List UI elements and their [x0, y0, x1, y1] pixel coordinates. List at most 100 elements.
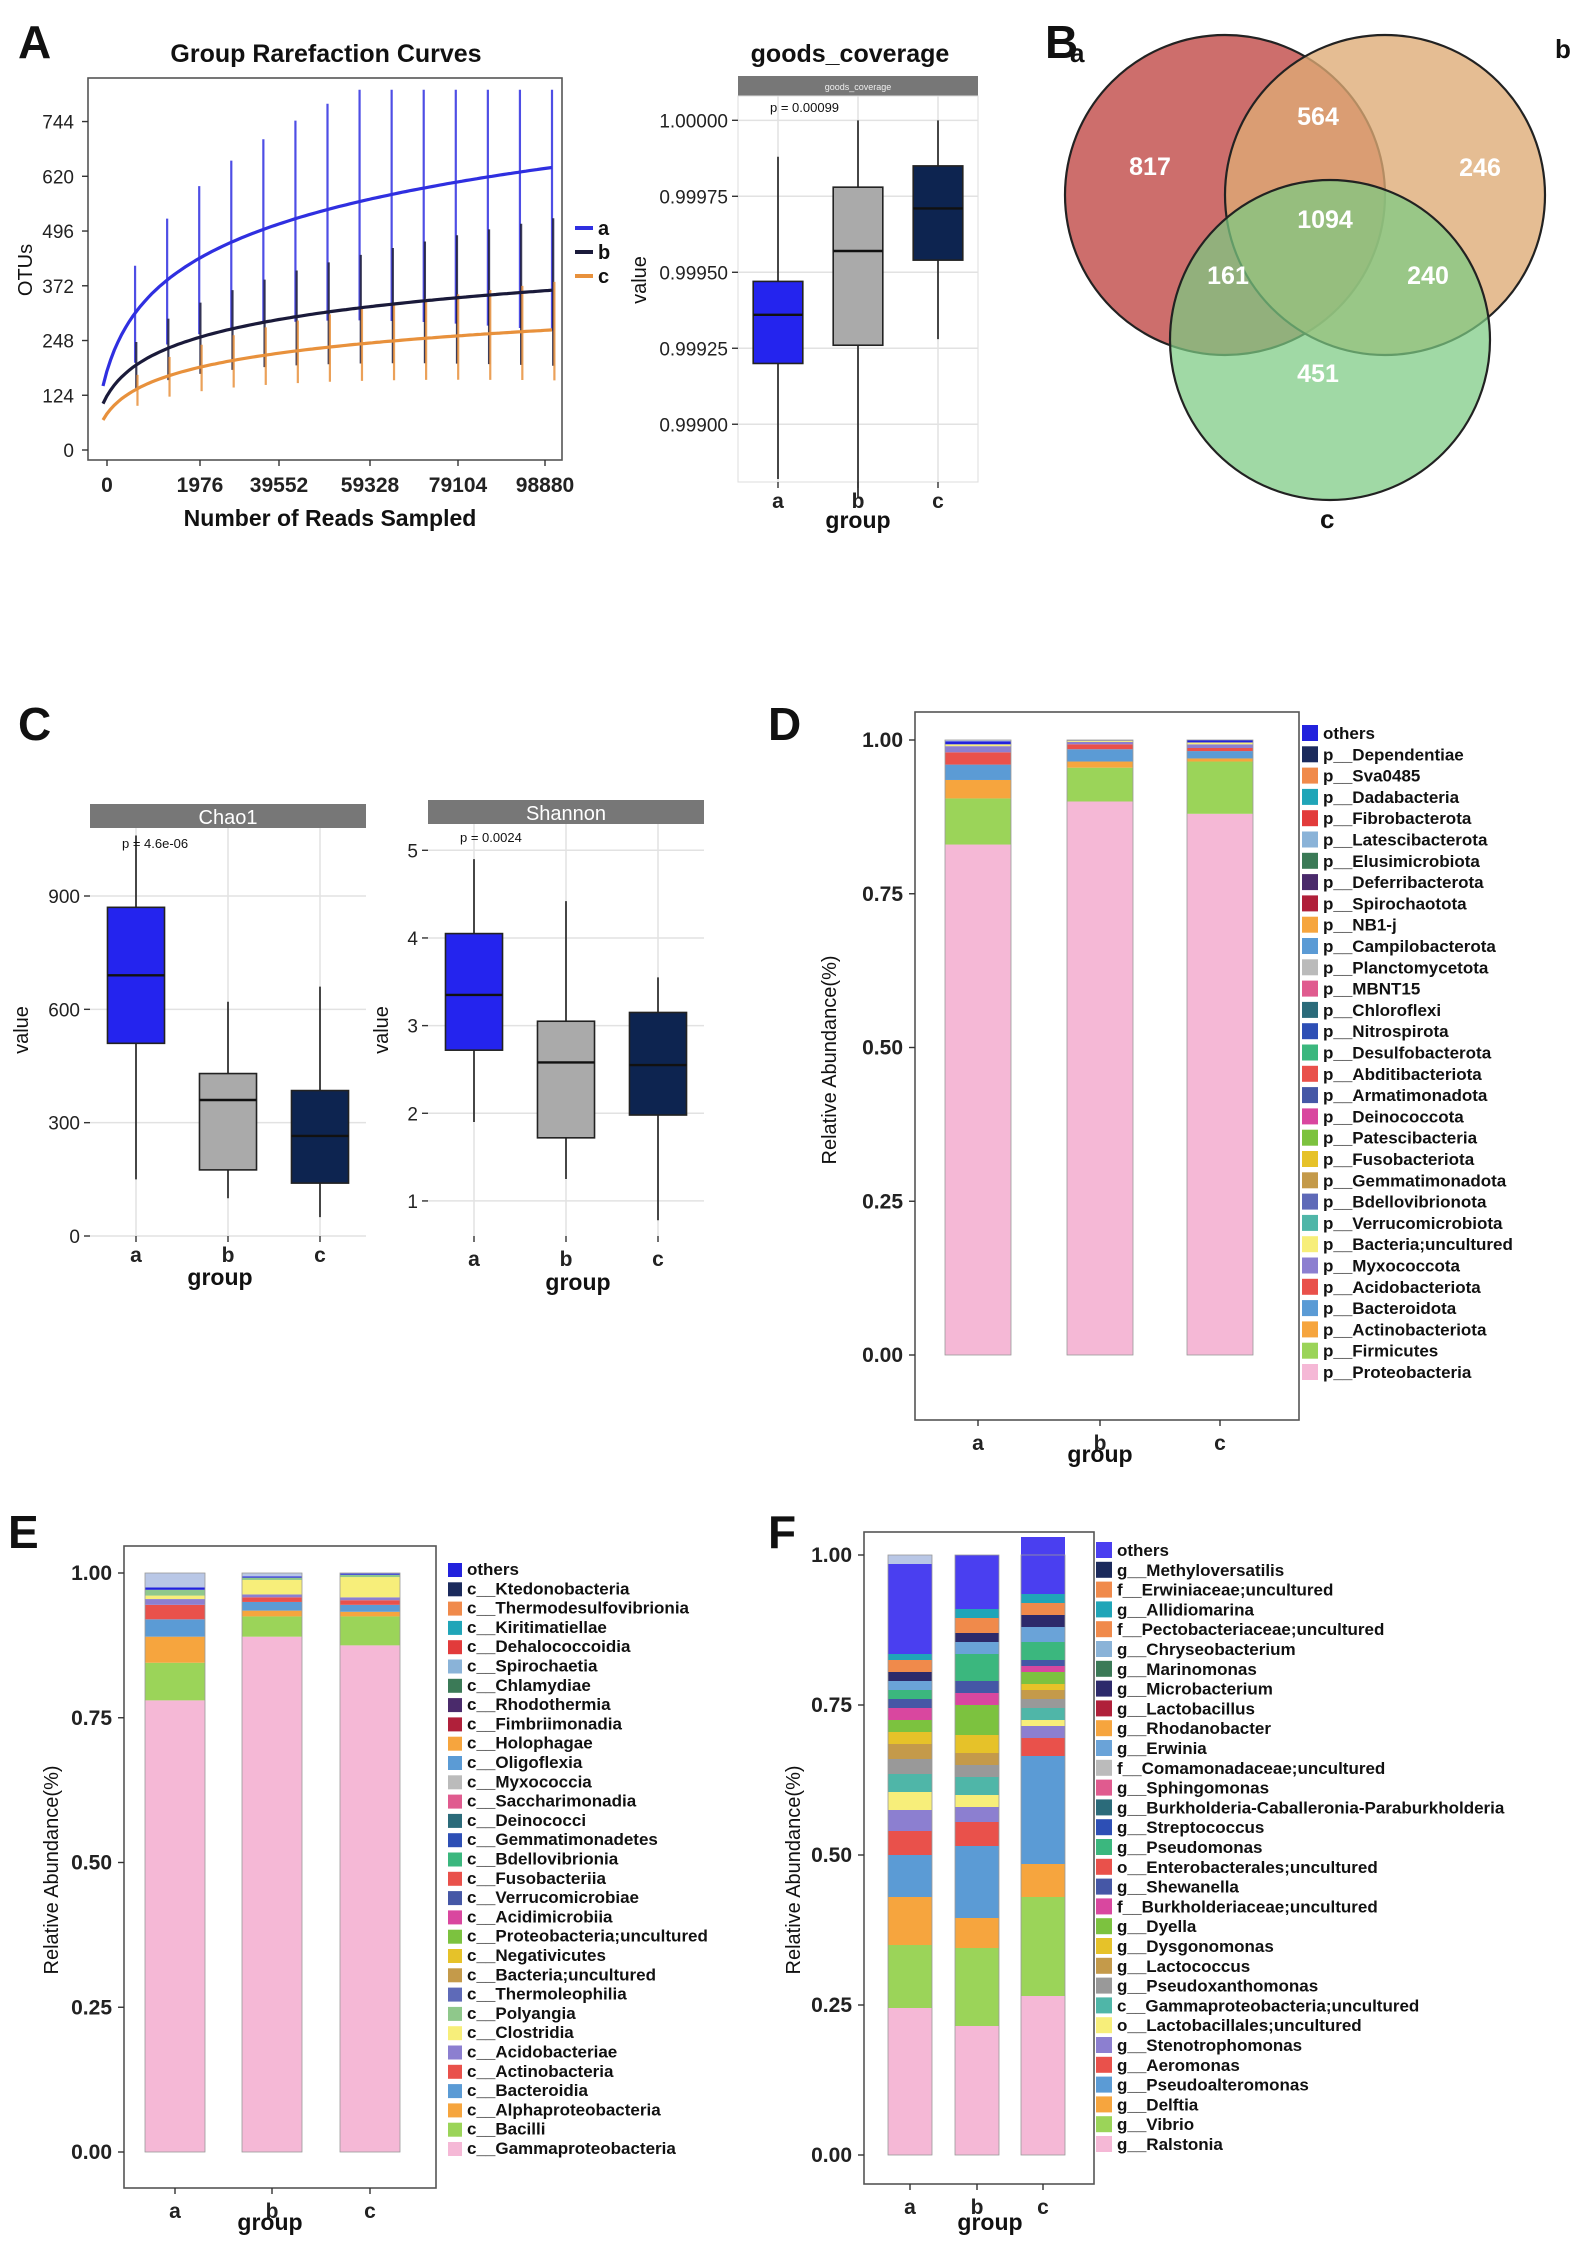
class-legend-label: c__Proteobacteria;uncultured [467, 1927, 708, 1946]
phylum-legend-label: p__Chloroflexi [1323, 1001, 1441, 1020]
class-legend-swatch [448, 2045, 462, 2060]
genus-legend-swatch [1096, 1660, 1112, 1677]
shannon-box-b [536, 1020, 596, 1139]
class-bar-a-segment [145, 1587, 205, 1590]
class-legend-swatch [448, 1852, 462, 1867]
genus-bar-c-segment [1021, 1738, 1065, 1756]
genus-legend-label: g__Vibrio [1117, 2115, 1194, 2134]
genus-bar-b-segment [955, 1777, 999, 1795]
genus-bar-c-segment [1021, 1720, 1065, 1726]
phylum-bar-c-segment [1187, 742, 1253, 745]
genus-legend-label: g__Streptococcus [1117, 1818, 1264, 1837]
genus-legend-label: g__Stenotrophomonas [1117, 2036, 1302, 2055]
genus-legend-label: g__Lactococcus [1117, 1957, 1250, 1976]
class-legend-swatch [448, 2122, 462, 2137]
genus-bar-c-segment [1021, 1756, 1065, 1864]
genus-bar-b-segment [955, 1846, 999, 1918]
genus-xlabel: group [957, 2209, 1022, 2235]
class-legend-swatch [448, 2026, 462, 2041]
phylum-ytick-label: 1.00 [862, 729, 903, 752]
genus-legend-label: g__Dyella [1117, 1917, 1197, 1936]
genus-legend-label: g__Rhodanobacter [1117, 1719, 1271, 1738]
genus-bar-a-segment [888, 1945, 932, 2008]
phylum-bar-c-segment [1187, 747, 1253, 752]
genus-legend-label: g__Methyloversatilis [1117, 1561, 1284, 1580]
class-legend-label: c__Thermoleophilia [467, 1985, 627, 2004]
rarefaction-xtick-label: 98880 [516, 474, 574, 497]
genus-legend-label: c__Gammaproteobacteria;uncultured [1117, 1996, 1419, 2015]
goods-coverage-chart: goods_coverage goods_coverage 0.99900 0.9… [629, 40, 979, 533]
class-xtick-label: b [266, 2200, 279, 2223]
goods-pvalue: p = 0.00099 [770, 100, 839, 115]
genus-legend-swatch [1096, 1898, 1112, 1915]
genus-legend-label: g__Pseudoalteromonas [1117, 2076, 1309, 2095]
genus-ytick-label: 0.75 [811, 1694, 852, 1717]
class-legend-label: c__Chlamydiae [467, 1676, 591, 1695]
class-legend-swatch [448, 1698, 462, 1713]
phylum-bar-c-outline [1186, 739, 1254, 1356]
class-legend-swatch [448, 1968, 462, 1983]
phylum-legend-label: p__Armatimonadota [1323, 1086, 1488, 1105]
genus-legend-label: o__Enterobacterales;uncultured [1117, 1858, 1378, 1877]
genus-bar-b-segment [955, 1633, 999, 1642]
goods-xtick-label: a [772, 490, 784, 513]
class-legend-label: c__Fusobacteriia [467, 1869, 606, 1888]
goods-ytick-label: 0.99950 [659, 263, 728, 284]
phylum-legend-swatch [1302, 852, 1318, 869]
genus-legend-swatch [1096, 1918, 1112, 1935]
genus-bar-c-segment [1021, 1603, 1065, 1615]
phylum-bar-b-segment [1067, 801, 1133, 1355]
class-legend-label: c__Bdellovibrionia [467, 1850, 619, 1869]
phylum-bar-a-segment [945, 752, 1011, 765]
class-bar-c-segment [340, 1611, 400, 1617]
rarefaction-curve-a [101, 165, 553, 387]
class-legend-label: c__Alphaproteobacteria [467, 2100, 661, 2119]
class-bar-c-segment [340, 1577, 400, 1598]
genus-legend-label: g__Erwinia [1117, 1739, 1207, 1758]
genus-bar-a-segment [888, 1810, 932, 1831]
genus-legend-label: f__Burkholderiaceae;uncultured [1117, 1897, 1378, 1916]
rarefaction-ytick-label: 620 [42, 167, 74, 188]
genus-legend-label: g__Microbacterium [1117, 1680, 1273, 1699]
class-xtick-label: a [169, 2200, 181, 2223]
phylum-legend-swatch [1302, 767, 1318, 784]
phylum-legend-swatch [1302, 1214, 1318, 1231]
phylum-legend-label: p__Campilobacterota [1323, 937, 1496, 956]
phylum-bar-b-segment [1067, 744, 1133, 750]
genus-legend-label: g__Allidiomarina [1117, 1600, 1255, 1619]
genus-stacked-bar-chart: 0.00 0.25 0.50 0.75 1.00 a b c group Relative A… [783, 1531, 1505, 2235]
phylum-legend-swatch [1302, 1108, 1318, 1125]
goods-strip-label: goods_coverage [825, 82, 892, 92]
class-legend-label: c__Polyangia [467, 2004, 576, 2023]
genus-legend-swatch [1096, 1561, 1112, 1578]
class-legend-swatch [448, 1736, 462, 1751]
phylum-bar-a-segment [945, 741, 1011, 745]
class-ytick-label: 0.75 [71, 1707, 112, 1730]
venn-count-b-only: 246 [1459, 154, 1501, 182]
phylum-xtick-label: a [972, 1432, 984, 1455]
chao1-xtick-label: b [222, 1244, 235, 1267]
phylum-legend-swatch [1302, 725, 1318, 741]
rarefaction-xtick-label: 0 [101, 474, 113, 497]
genus-bar-a-segment [888, 1654, 932, 1660]
phylum-ytick-label: 0.25 [862, 1190, 903, 1213]
venn-count-abc: 1094 [1297, 206, 1353, 234]
goods-xtick-label: c [932, 490, 944, 513]
genus-bar-b-segment [955, 1618, 999, 1633]
genus-bar-a-segment [888, 2008, 932, 2155]
phylum-legend-label: p__Firmicutes [1323, 1342, 1438, 1361]
class-legend-swatch [448, 1756, 462, 1770]
genus-bar-c-segment [1021, 1627, 1065, 1642]
class-legend-swatch [448, 1582, 462, 1597]
phylum-xtick-label: c [1214, 1432, 1226, 1455]
class-legend-swatch [448, 1833, 462, 1848]
phylum-legend-swatch [1302, 1300, 1318, 1317]
class-bar-a-outline [144, 1572, 206, 2153]
phylum-bar-a-outline [944, 739, 1012, 1356]
phylum-bar-b-outline [1066, 739, 1134, 1356]
genus-bar-b-segment [955, 1555, 999, 1609]
genus-bar-b-segment [955, 1795, 999, 1807]
class-bar-a-segment [145, 1619, 205, 1637]
genus-legend-swatch [1096, 1542, 1112, 1558]
genus-legend-swatch [1096, 2056, 1112, 2073]
